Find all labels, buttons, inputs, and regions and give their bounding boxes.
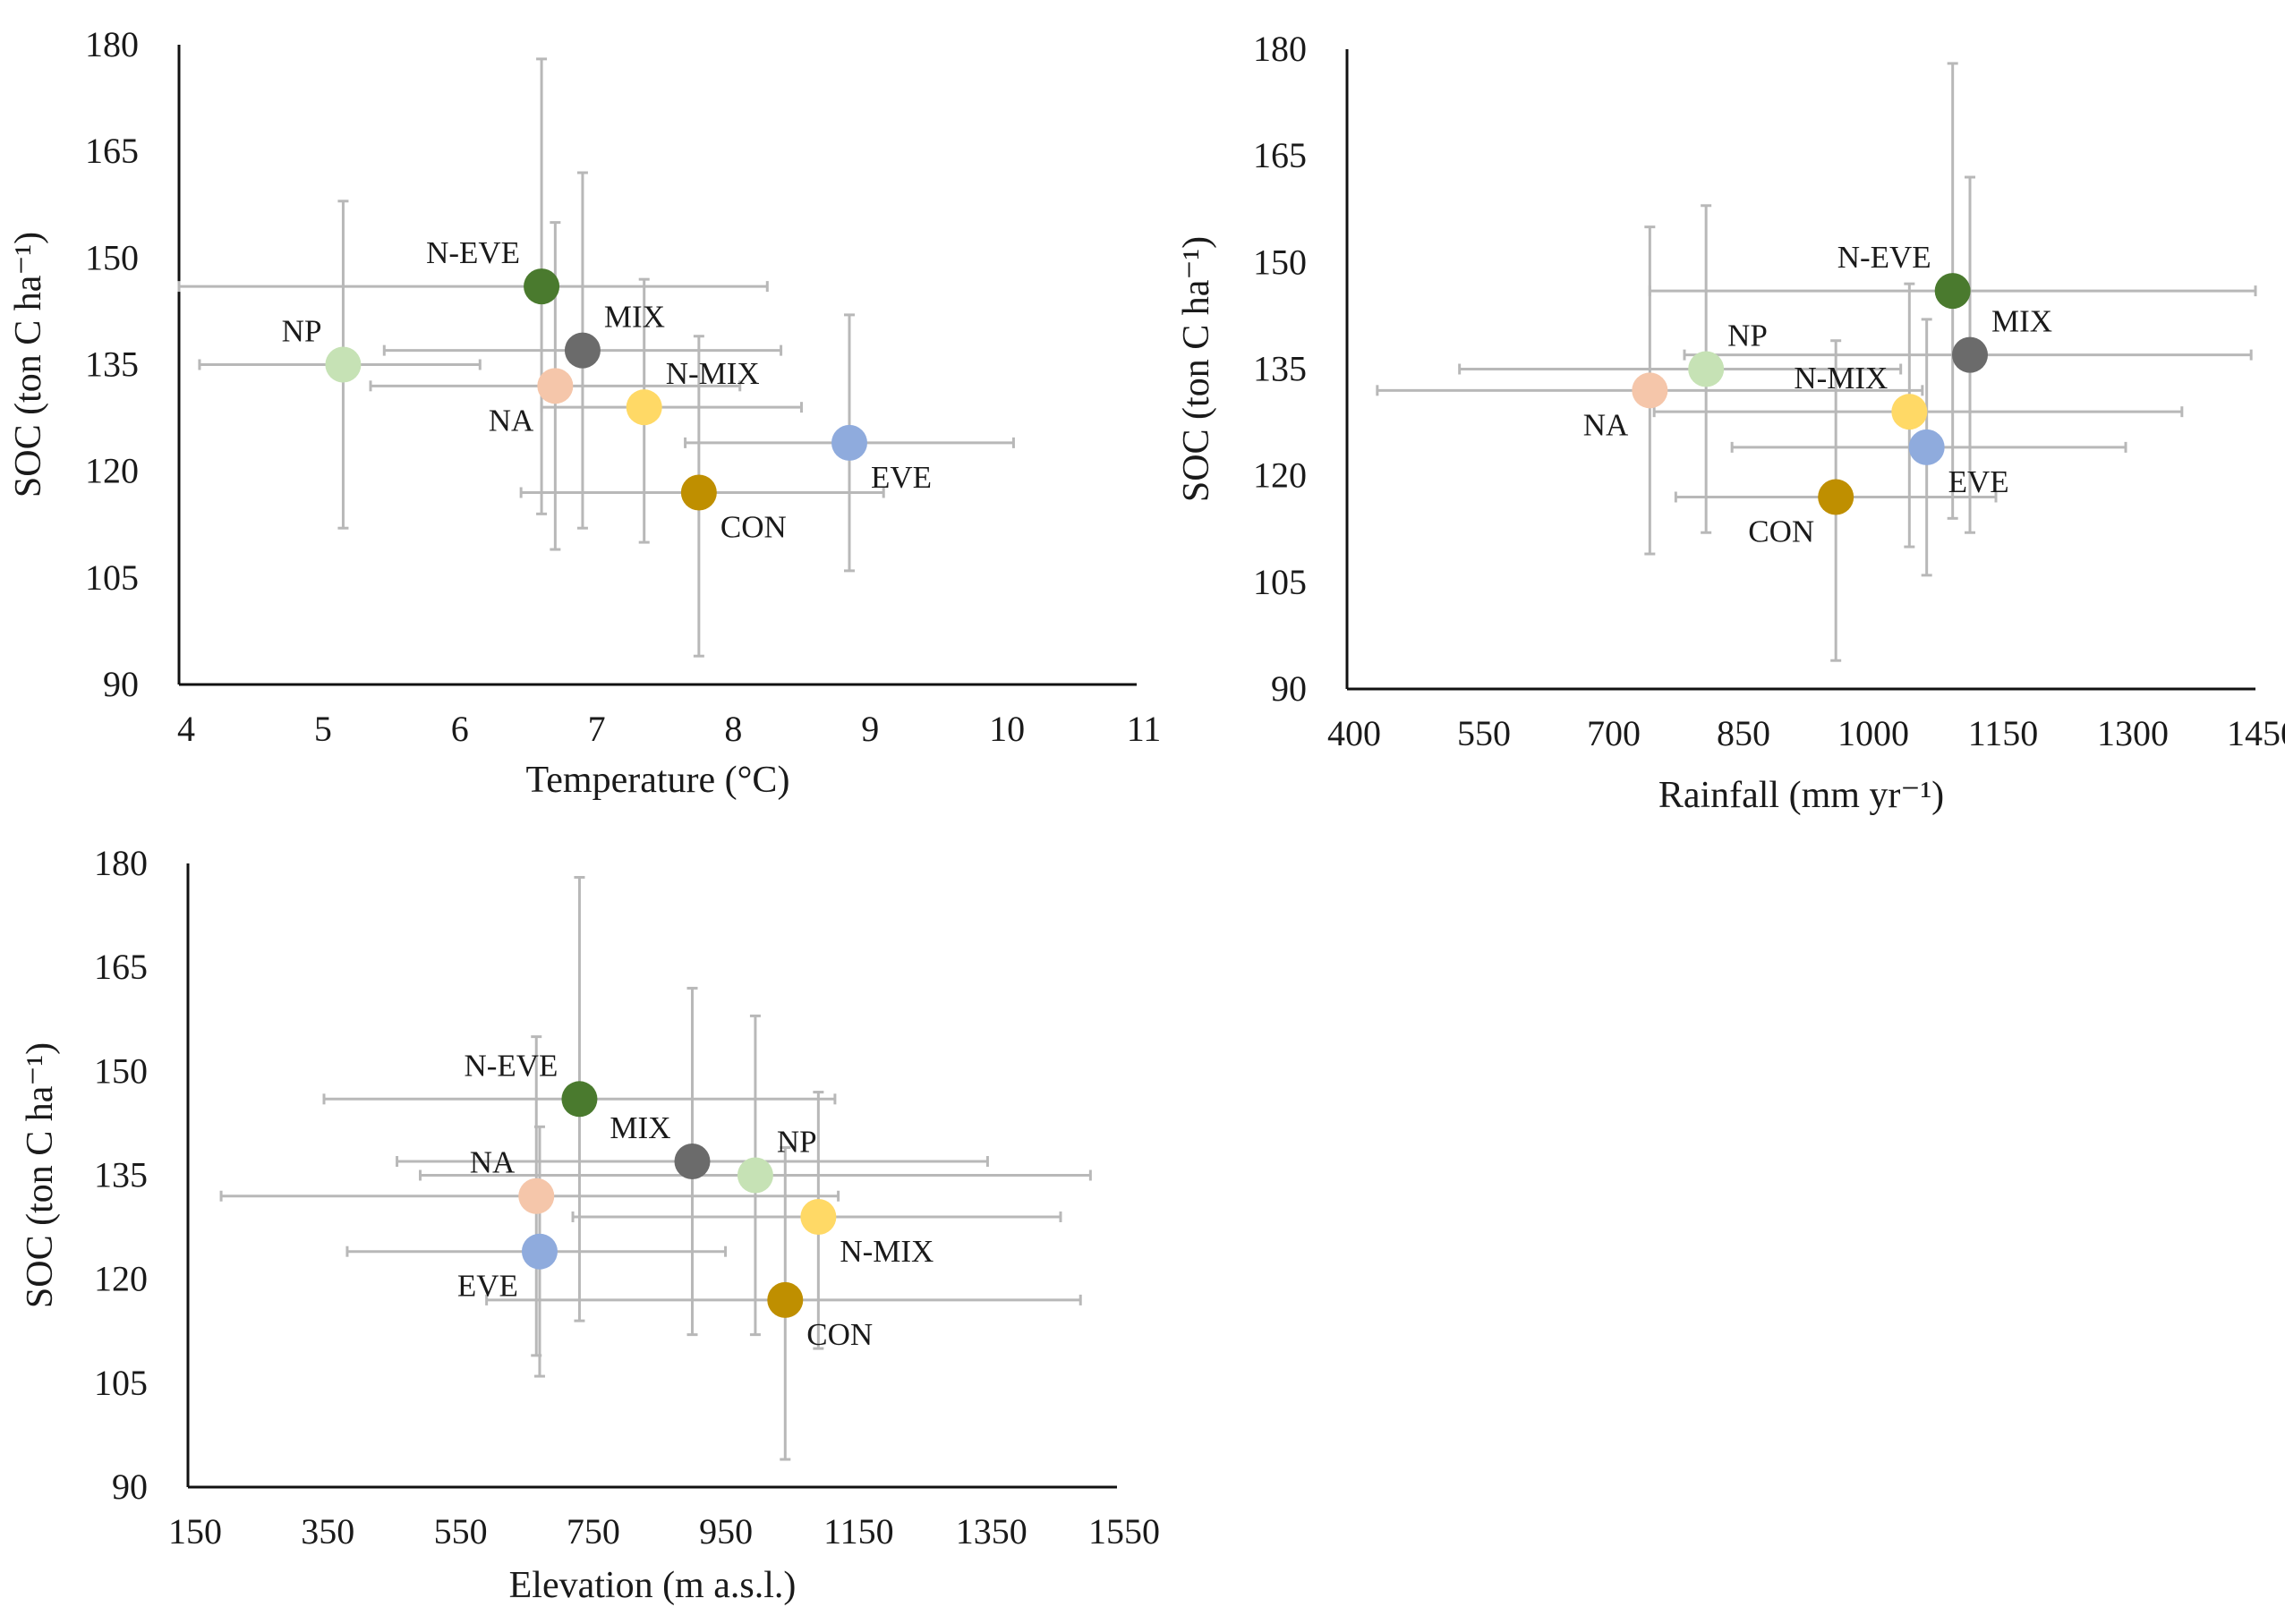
point-na	[1632, 372, 1668, 409]
y-tick-label: 105	[85, 557, 139, 598]
point-label-n-eve: N-EVE	[464, 1048, 558, 1083]
x-tick-label: 1550	[1088, 1511, 1160, 1552]
point-n-eve	[1934, 273, 1971, 310]
y-tick-label: 180	[1253, 29, 1307, 69]
point-label-con: CON	[1748, 514, 1814, 549]
point-label-mix: MIX	[610, 1110, 670, 1145]
x-tick-label: 1150	[823, 1511, 894, 1552]
point-n-eve	[524, 268, 560, 305]
y-tick-label: 105	[1253, 562, 1307, 602]
point-label-eve: EVE	[871, 460, 932, 495]
point-label-mix: MIX	[1991, 304, 2052, 339]
y-tick-label: 150	[94, 1050, 148, 1091]
x-tick-label: 11	[1127, 709, 1162, 749]
point-label-con: CON	[806, 1317, 873, 1352]
y-tick-label: 135	[85, 344, 139, 385]
x-tick-label: 1150	[1968, 713, 2039, 753]
x-tick-label: 1350	[956, 1511, 1027, 1552]
x-tick-label: 850	[1717, 713, 1770, 753]
y-tick-label: 120	[94, 1259, 148, 1299]
x-axis-title: Elevation (m a.s.l.)	[509, 1565, 797, 1606]
x-tick-label: 6	[451, 709, 469, 749]
y-tick-label: 165	[1253, 135, 1307, 175]
point-label-n-eve: N-EVE	[1837, 240, 1931, 275]
point-eve	[521, 1233, 558, 1270]
x-tick-label: 1000	[1837, 713, 1909, 753]
point-con	[1818, 479, 1854, 515]
y-tick-label: 150	[1253, 242, 1307, 282]
point-mix	[1952, 336, 1988, 373]
point-label-n-eve: N-EVE	[426, 235, 520, 270]
y-tick-label: 135	[1253, 349, 1307, 389]
point-label-n-mix: N-MIX	[840, 1234, 934, 1269]
x-tick-label: 700	[1587, 713, 1641, 753]
x-tick-label: 350	[301, 1511, 354, 1552]
y-tick-label: 180	[85, 24, 139, 64]
y-axis-title: SOC (ton C ha⁻¹)	[20, 1042, 61, 1308]
x-tick-label: 150	[168, 1511, 222, 1552]
point-n-mix	[1891, 394, 1928, 430]
x-tick-label: 550	[1457, 713, 1511, 753]
x-axis-title: Temperature (°C)	[526, 760, 790, 801]
point-n-mix	[626, 389, 662, 426]
point-label-con: CON	[720, 510, 787, 545]
y-tick-label: 90	[1271, 668, 1307, 709]
x-tick-label: 1300	[2097, 713, 2169, 753]
x-tick-label: 400	[1327, 713, 1381, 753]
y-tick-label: 120	[85, 451, 139, 491]
point-eve	[831, 424, 867, 461]
x-axis-title: Rainfall (mm yr⁻¹)	[1658, 775, 1944, 816]
x-tick-label: 8	[724, 709, 742, 749]
point-eve	[1908, 429, 1945, 465]
point-label-na: NA	[489, 403, 534, 438]
point-label-n-mix: N-MIX	[666, 356, 760, 391]
x-tick-label: 950	[699, 1511, 753, 1552]
y-axis-title: SOC (ton C ha⁻¹)	[8, 232, 49, 497]
y-tick-label: 165	[94, 947, 148, 987]
point-con	[680, 474, 717, 511]
x-tick-label: 4	[177, 709, 195, 749]
point-con	[767, 1281, 804, 1318]
x-tick-label: 1450	[2227, 713, 2285, 753]
rainfall-chart: 90 105 120 135 150 165 180 400 550 700 850 1000 1150…	[1176, 29, 2285, 816]
temperature-chart: 90 105 120 135 150 165 180 4 5 6 7 8 9 10 11 Temperatur…	[8, 24, 1161, 801]
point-label-mix: MIX	[604, 300, 665, 335]
point-mix	[674, 1144, 711, 1180]
y-axis-title: SOC (ton C ha⁻¹)	[1176, 236, 1217, 502]
elevation-chart: 90 105 120 135 150 165 180 150 350 550 750 950 1150 1…	[20, 843, 1160, 1606]
point-mix	[564, 332, 601, 369]
x-tick-label: 550	[434, 1511, 488, 1552]
y-tick-label: 90	[112, 1467, 148, 1507]
y-tick-label: 120	[1253, 455, 1307, 496]
point-n-eve	[561, 1081, 598, 1118]
point-label-n-mix: N-MIX	[1794, 361, 1888, 395]
point-label-na: NA	[470, 1145, 516, 1180]
point-label-na: NA	[1583, 407, 1629, 442]
x-tick-label: 9	[861, 709, 879, 749]
point-label-eve: EVE	[1948, 464, 2009, 499]
point-label-eve: EVE	[457, 1269, 518, 1304]
x-tick-label: 7	[588, 709, 606, 749]
y-tick-label: 150	[85, 237, 139, 277]
x-tick-label: 5	[314, 709, 332, 749]
y-tick-label: 180	[94, 843, 148, 883]
point-np	[737, 1157, 773, 1194]
y-tick-label: 105	[94, 1363, 148, 1403]
point-label-np: NP	[282, 314, 322, 349]
y-tick-label: 135	[94, 1155, 148, 1195]
point-np	[1688, 351, 1725, 387]
y-tick-label: 165	[85, 131, 139, 171]
point-na	[537, 368, 574, 404]
x-tick-label: 750	[567, 1511, 620, 1552]
x-tick-label: 10	[989, 709, 1025, 749]
y-tick-label: 90	[103, 664, 139, 704]
point-na	[518, 1178, 555, 1214]
point-label-np: NP	[777, 1125, 817, 1160]
point-np	[325, 346, 362, 383]
point-n-mix	[800, 1198, 837, 1235]
point-label-np: NP	[1727, 319, 1768, 353]
